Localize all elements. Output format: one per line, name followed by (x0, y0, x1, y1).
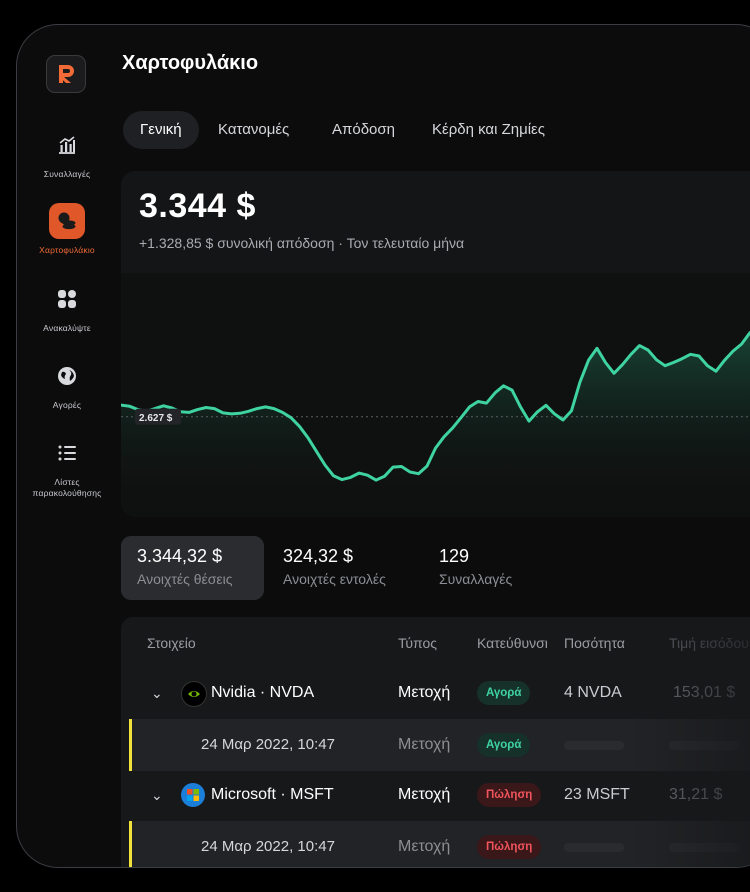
nvidia-logo-icon (181, 681, 207, 707)
list-icon (49, 435, 85, 471)
table-subrow[interactable]: 24 Μαρ 2022, 10:47 Μετοχή Πώληση (129, 821, 750, 867)
chevron-down-icon[interactable]: ⌄ (151, 787, 163, 803)
entry-price: 31,21 $ (669, 786, 723, 803)
line-chart: 2.627 $ (121, 331, 750, 517)
app-logo[interactable] (46, 55, 86, 93)
app-frame: Συναλλαγές Χαρτοφυλάκιο Ανακαλύψτε Αγορέ… (16, 24, 750, 868)
stat-value: 324,32 $ (283, 546, 354, 566)
stat-open-orders[interactable]: 324,32 $ Ανοιχτές εντολές (267, 536, 410, 600)
table-row[interactable]: ⌄ Nvidia · NVDA Μετοχή Αγορά 4 NVDA 153,… (129, 667, 750, 719)
table-subrow[interactable]: 24 Μαρ 2022, 10:47 Μετοχή Αγορά (129, 719, 750, 771)
direction-badge: Αγορά (477, 681, 531, 705)
column-header-direction[interactable]: Κατεύθυνση (477, 635, 547, 651)
series-line (121, 331, 750, 482)
asset-type: Μετοχή (398, 786, 451, 803)
reference-label-bg (135, 408, 181, 425)
positions-table: Στοιχείο Τύπος Κατεύθυνση Ποσότητα Τιμή … (121, 617, 750, 867)
column-header-entry-price[interactable]: Τιμή εισόδου (669, 635, 749, 651)
quantity-placeholder (564, 741, 624, 750)
column-header-asset[interactable]: Στοιχείο (147, 635, 196, 651)
asset-type: Μετοχή (398, 684, 451, 701)
asset-type: Μετοχή (398, 736, 451, 753)
globe-icon (49, 358, 85, 394)
chart-area-fill (121, 332, 750, 517)
stat-open-positions[interactable]: 3.344,32 $ Ανοιχτές θέσεις (121, 536, 264, 600)
tab-performance[interactable]: Απόδοση (332, 121, 395, 138)
asset-name: Microsoft · MSFT (211, 786, 334, 803)
quantity-placeholder (564, 843, 624, 852)
sidebar-item-transactions[interactable]: Συναλλαγές (17, 127, 117, 180)
logo-r-icon (59, 65, 74, 83)
tab-allocations[interactable]: Κατανομές (218, 121, 290, 138)
direction-badge: Αγορά (477, 733, 531, 757)
column-header-type[interactable]: Τύπος (398, 635, 437, 651)
reference-label: 2.627 $ (139, 413, 173, 424)
stat-label: Συναλλαγές (439, 571, 513, 587)
sidebar: Συναλλαγές Χαρτοφυλάκιο Ανακαλύψτε Αγορέ… (17, 25, 117, 867)
row-marker (129, 821, 132, 867)
sidebar-item-discover[interactable]: Ανακαλύψτε (17, 281, 117, 334)
stat-transactions[interactable]: 129 Συναλλαγές (423, 536, 566, 600)
chart-bars-icon (49, 127, 85, 163)
asset-type: Μετοχή (398, 838, 451, 855)
stat-value: 129 (439, 546, 470, 566)
sidebar-item-portfolio[interactable]: Χαρτοφυλάκιο (17, 203, 117, 256)
sidebar-item-label: Αγορές (52, 400, 82, 410)
portfolio-summary-card: 3.344 $ +1.328,85 $ συνολική απόδοση · Τ… (121, 171, 750, 517)
price-placeholder (669, 843, 739, 852)
tab-profit-loss[interactable]: Κέρδη και Ζημίες (432, 121, 545, 138)
direction-badge: Πώληση (477, 835, 542, 859)
portfolio-return-subtitle: +1.328,85 $ συνολική απόδοση · Τον τελευ… (139, 235, 465, 251)
table-row[interactable]: ⌄ Microsoft · MSFT Μετοχή Πώληση 23 MSFT… (129, 769, 750, 821)
grid-icon (49, 281, 85, 317)
column-header-quantity[interactable]: Ποσότητα (564, 635, 625, 651)
direction-badge: Πώληση (477, 783, 542, 807)
sidebar-item-label: Ανακαλύψτε (43, 323, 91, 333)
quantity: 4 NVDA (564, 684, 622, 701)
asset-name: Nvidia · NVDA (211, 684, 315, 701)
row-marker (129, 719, 132, 771)
microsoft-logo-icon (181, 783, 205, 807)
sidebar-item-markets[interactable]: Αγορές (17, 358, 117, 411)
sidebar-item-label: Λίστες παρακολούθησης (32, 477, 102, 498)
stat-value: 3.344,32 $ (137, 546, 223, 566)
stat-label: Ανοιχτές εντολές (283, 571, 386, 587)
sidebar-item-label: Χαρτοφυλάκιο (39, 245, 95, 255)
tab-overview[interactable]: Γενική (123, 111, 199, 149)
coins-icon (49, 203, 85, 239)
sidebar-item-label: Συναλλαγές (43, 169, 91, 179)
portfolio-value: 3.344 $ (139, 187, 256, 225)
price-placeholder (669, 741, 739, 750)
chevron-down-icon[interactable]: ⌄ (151, 685, 163, 701)
portfolio-chart[interactable]: 2.627 $ (121, 273, 750, 517)
quantity: 23 MSFT (564, 786, 630, 803)
transaction-date: 24 Μαρ 2022, 10:47 (201, 736, 335, 753)
transaction-date: 24 Μαρ 2022, 10:47 (201, 838, 335, 855)
stat-label: Ανοιχτές θέσεις (137, 571, 233, 587)
entry-price: 153,01 $ (673, 684, 736, 701)
page-title: Χαρτοφυλάκιο (122, 52, 259, 74)
sidebar-item-watchlists[interactable]: Λίστες παρακολούθησης (17, 435, 117, 499)
